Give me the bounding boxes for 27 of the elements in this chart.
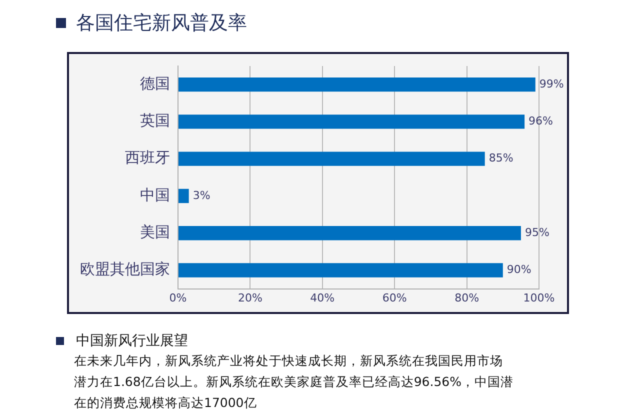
data-label: 90% <box>506 263 532 276</box>
bar <box>178 114 525 129</box>
data-label: 96% <box>528 114 554 128</box>
data-label: 99% <box>539 77 564 90</box>
x-tick-label: 60% <box>382 291 407 304</box>
data-label: 3% <box>192 188 210 202</box>
chart-title: 各国住宅新风普及率 <box>76 11 247 36</box>
y-tick-label: 中国 <box>140 186 170 204</box>
y-tick-label: 英国 <box>140 112 170 130</box>
y-tick-label: 美国 <box>140 222 170 241</box>
bar <box>178 152 485 166</box>
data-label: 95% <box>524 226 550 239</box>
data-label: 85% <box>488 152 514 165</box>
bar <box>178 188 189 204</box>
text: 中国新风行业展望 <box>76 332 188 350</box>
y-tick-label: 德国 <box>140 74 170 92</box>
x-tick-label: 100% <box>523 291 555 304</box>
y-tick-label: 西班牙 <box>125 148 170 167</box>
x-tick-label: 20% <box>238 291 262 304</box>
y-tick-label: 欧盟其他国家 <box>80 260 170 278</box>
x-tick-label: 80% <box>454 291 480 304</box>
x-tick-label: 40% <box>310 291 335 304</box>
x-tick-label: 0% <box>169 291 187 304</box>
bar <box>178 263 503 278</box>
bar <box>178 226 521 240</box>
text: 在未来几年内，新风系统产业将处于快速成长期，新风系统在我国民用市场潜力在1.68亿台以上。新风系统在欧美家庭普及率已经高达96.56%，中国潜在的消费总规模将高达17000亿 <box>74 352 514 412</box>
bar <box>178 77 536 92</box>
